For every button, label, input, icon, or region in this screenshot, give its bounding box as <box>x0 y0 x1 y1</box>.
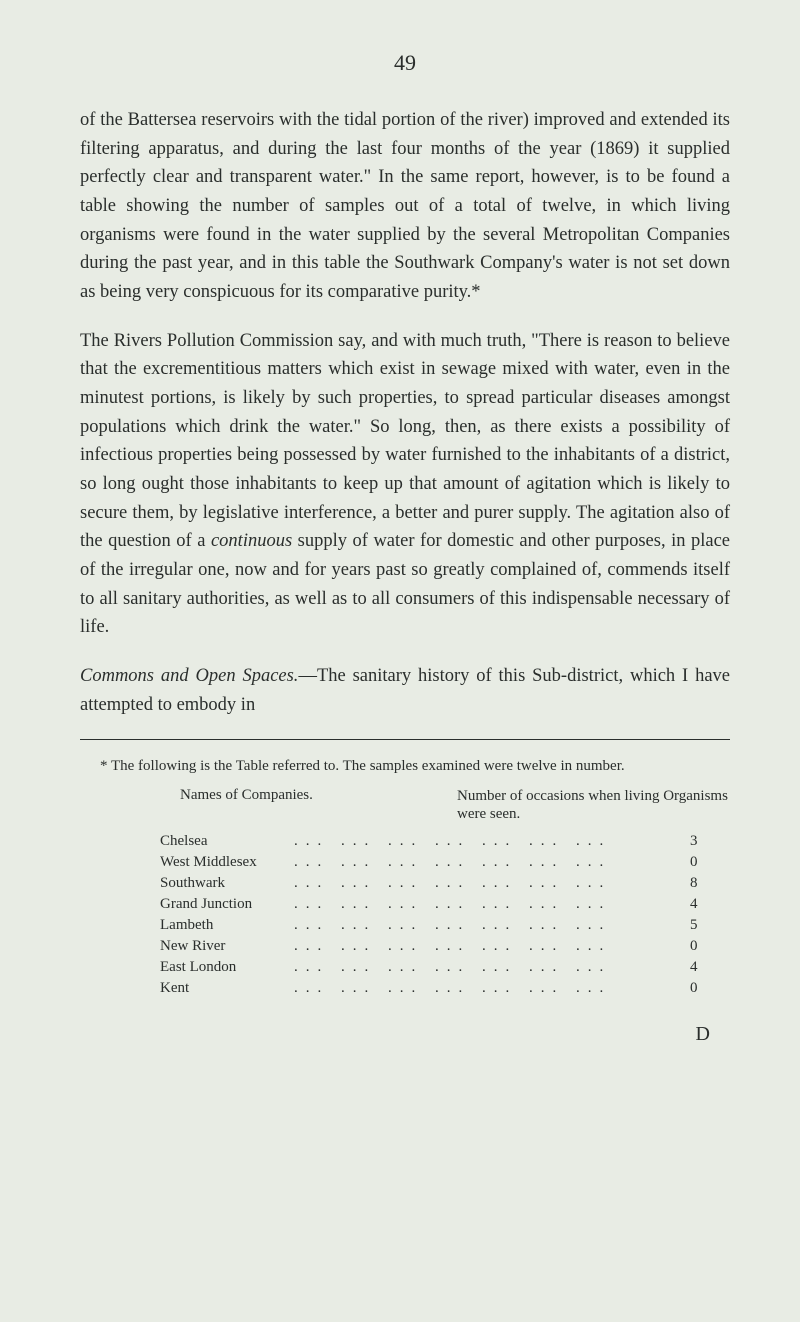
company-value: 3 <box>670 831 730 852</box>
company-name: East London <box>160 957 290 978</box>
company-value: 8 <box>670 873 730 894</box>
table-row: Grand Junction ... ... ... ... ... ... .… <box>160 894 730 915</box>
company-name: Lambeth <box>160 915 290 936</box>
company-name: West Middlesex <box>160 852 290 873</box>
table-row: East London ... ... ... ... ... ... ... … <box>160 957 730 978</box>
company-name: Southwark <box>160 873 290 894</box>
paragraph-2: The Rivers Pollution Commission say, and… <box>80 327 730 642</box>
paragraph-1: of the Battersea reservoirs with the tid… <box>80 106 730 307</box>
leader-dots: ... ... ... ... ... ... ... <box>290 915 670 936</box>
company-value: 5 <box>670 915 730 936</box>
company-value: 0 <box>670 852 730 873</box>
company-name: Kent <box>160 978 290 999</box>
table-row: Kent ... ... ... ... ... ... ... 0 <box>160 978 730 999</box>
company-name: Chelsea <box>160 831 290 852</box>
footnote-table: Chelsea ... ... ... ... ... ... ... 3 We… <box>80 831 730 999</box>
signature-mark: D <box>80 1023 730 1046</box>
table-row: West Middlesex ... ... ... ... ... ... .… <box>160 852 730 873</box>
company-value: 4 <box>670 894 730 915</box>
leader-dots: ... ... ... ... ... ... ... <box>290 936 670 957</box>
footnote-header-companies: Names of Companies. <box>80 787 457 823</box>
leader-dots: ... ... ... ... ... ... ... <box>290 978 670 999</box>
footnote-header: Names of Companies. Number of occasions … <box>80 787 730 823</box>
company-value: 0 <box>670 936 730 957</box>
leader-dots: ... ... ... ... ... ... ... <box>290 873 670 894</box>
leader-dots: ... ... ... ... ... ... ... <box>290 894 670 915</box>
page-number: 49 <box>80 50 730 76</box>
leader-dots: ... ... ... ... ... ... ... <box>290 957 670 978</box>
leader-dots: ... ... ... ... ... ... ... <box>290 831 670 852</box>
table-row: Chelsea ... ... ... ... ... ... ... 3 <box>160 831 730 852</box>
company-value: 0 <box>670 978 730 999</box>
table-row: Lambeth ... ... ... ... ... ... ... 5 <box>160 915 730 936</box>
table-row: Southwark ... ... ... ... ... ... ... 8 <box>160 873 730 894</box>
footnote-intro: * The following is the Table referred to… <box>80 756 730 777</box>
paragraph-3-italic: Commons and Open Spaces. <box>80 666 298 686</box>
footnote-header-occasions: Number of occasions when living Organism… <box>457 787 730 823</box>
paragraph-3: Commons and Open Spaces.—The sanitary hi… <box>80 662 730 719</box>
table-row: New River ... ... ... ... ... ... ... 0 <box>160 936 730 957</box>
paragraph-2-italic: continuous <box>211 531 292 551</box>
paragraph-2-part1: The Rivers Pollution Commission say, and… <box>80 331 730 552</box>
company-value: 4 <box>670 957 730 978</box>
footnote-separator <box>80 739 730 740</box>
company-name: Grand Junction <box>160 894 290 915</box>
company-name: New River <box>160 936 290 957</box>
leader-dots: ... ... ... ... ... ... ... <box>290 852 670 873</box>
